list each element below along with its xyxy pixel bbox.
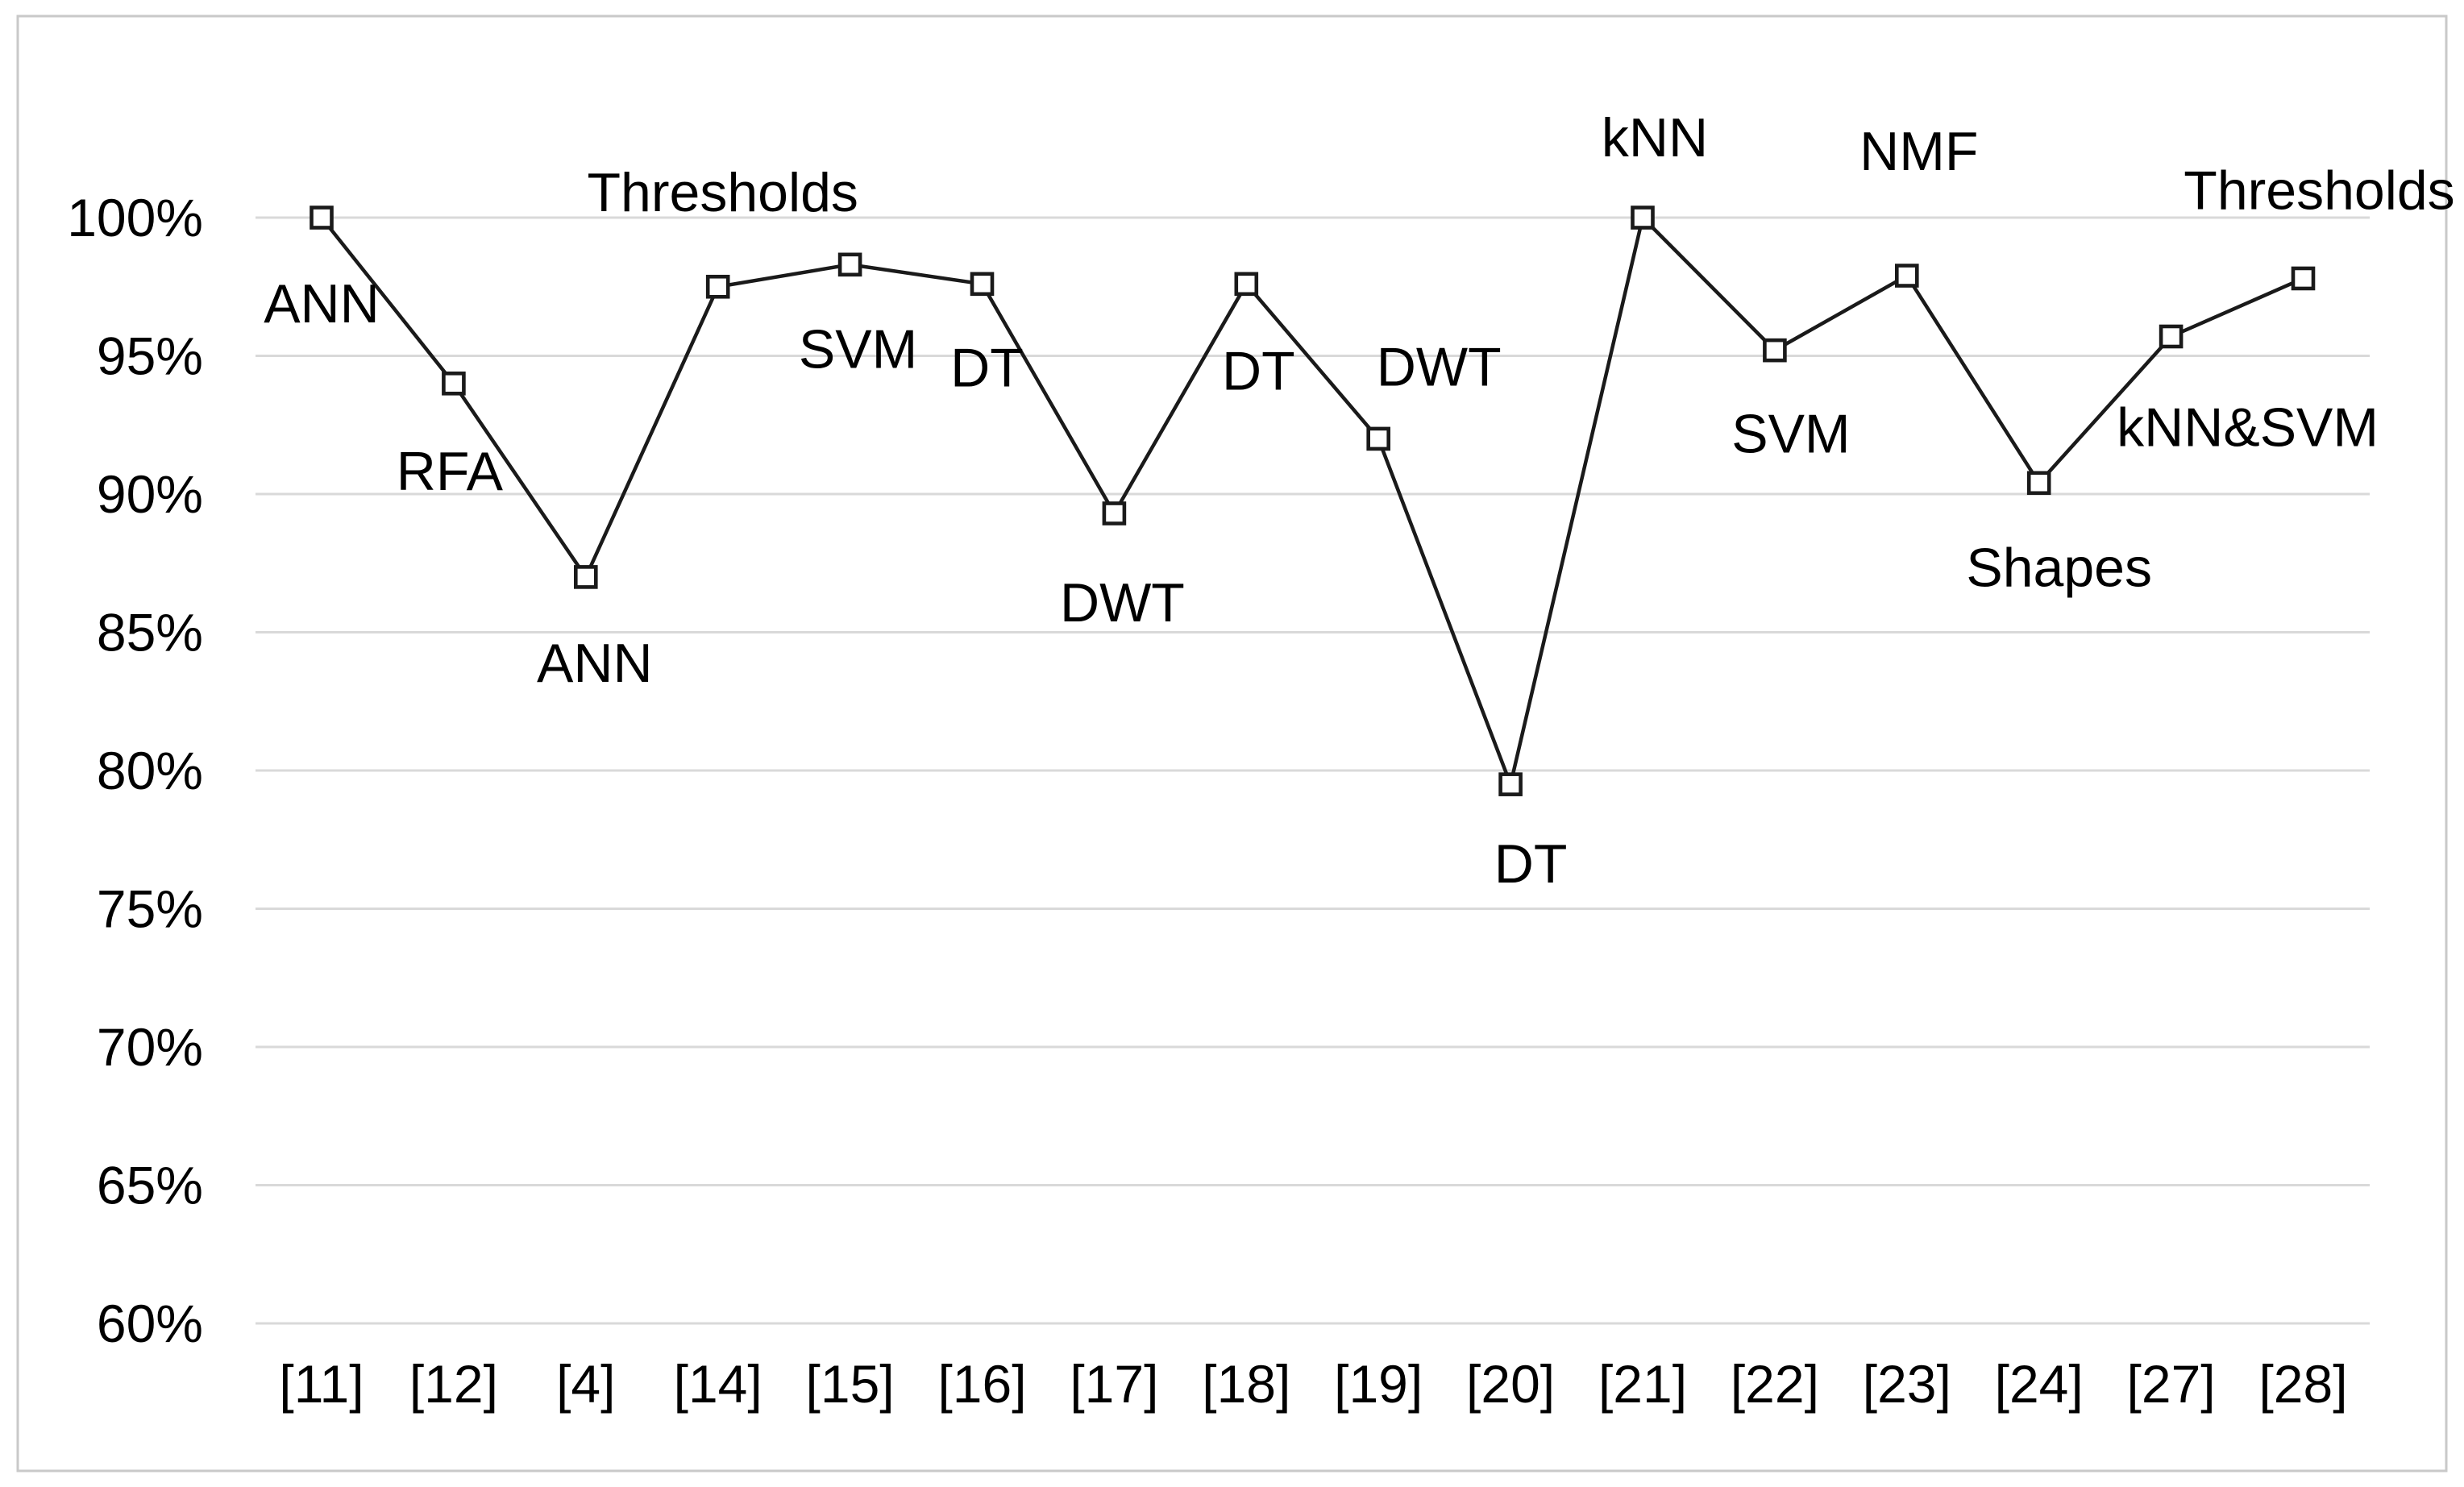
x-axis-tick-label: [21]	[1598, 1354, 1687, 1414]
x-axis-tick-label: [19]	[1334, 1354, 1423, 1414]
x-axis-tick-label: [17]	[1070, 1354, 1158, 1414]
point-label: RFA	[397, 441, 504, 502]
y-axis-tick-label: 65%	[97, 1156, 203, 1215]
point-label: Thresholds	[588, 162, 858, 223]
point-label: DWT	[1377, 336, 1502, 397]
x-axis-tick-label: [24]	[1995, 1354, 2084, 1414]
point-label: kNN&SVM	[2117, 397, 2379, 458]
data-point-marker	[837, 252, 862, 277]
data-point-marker	[442, 371, 466, 396]
data-point-marker	[2026, 471, 2051, 496]
data-point-marker	[970, 272, 995, 297]
x-axis-tick-label: [11]	[279, 1354, 364, 1414]
point-label: DT	[1494, 833, 1568, 895]
x-axis-tick-label: [14]	[674, 1354, 762, 1414]
y-axis-tick-label: 90%	[97, 464, 203, 524]
point-label: Shapes	[1966, 537, 2152, 598]
point-label: DT	[950, 337, 1024, 398]
x-axis-tick-label: [23]	[1863, 1354, 1951, 1414]
y-axis-tick-label: 85%	[97, 603, 203, 663]
data-point-marker	[2159, 324, 2184, 349]
x-axis-tick-label: [16]	[937, 1354, 1026, 1414]
point-label: DT	[1222, 340, 1295, 401]
data-point-marker	[1102, 501, 1127, 525]
point-label: NMF	[1859, 121, 1978, 182]
data-point-marker	[1895, 264, 1919, 288]
y-axis-tick-label: 60%	[97, 1294, 203, 1353]
point-label: kNN	[1602, 107, 1708, 168]
point-label: SVM	[799, 318, 917, 380]
y-axis-tick-label: 70%	[97, 1017, 203, 1077]
x-axis-tick-label: [12]	[409, 1354, 498, 1414]
data-point-marker	[1234, 272, 1259, 297]
x-axis-tick-label: [18]	[1202, 1354, 1290, 1414]
point-label: SVM	[1731, 404, 1850, 465]
x-axis-tick-label: [27]	[2127, 1354, 2216, 1414]
x-axis-tick-label: [15]	[806, 1354, 895, 1414]
point-label: DWT	[1060, 572, 1185, 633]
y-axis-tick-label: 100%	[67, 188, 203, 247]
series-line	[320, 214, 2304, 791]
point-label: ANN	[537, 633, 653, 694]
data-point-marker	[705, 274, 730, 299]
data-point-marker	[2291, 266, 2316, 291]
data-point-marker	[573, 565, 598, 589]
y-axis-tick-label: 75%	[97, 879, 203, 939]
x-axis-tick-label: [22]	[1731, 1354, 1819, 1414]
data-point-marker	[1366, 426, 1390, 451]
y-axis-tick-label: 95%	[97, 326, 203, 386]
data-point-marker	[1498, 772, 1523, 796]
x-axis-tick-label: [4]	[556, 1354, 615, 1414]
data-point-marker	[310, 206, 334, 230]
point-label: ANN	[264, 273, 380, 334]
point-label: Thresholds	[2184, 160, 2454, 221]
data-point-marker	[1763, 338, 1787, 363]
chart-border	[16, 15, 2448, 1472]
data-point-marker	[1631, 206, 1655, 230]
x-axis-tick-label: [28]	[2258, 1354, 2347, 1414]
x-axis-tick-label: [20]	[1466, 1354, 1555, 1414]
y-axis-tick-label: 80%	[97, 741, 203, 800]
